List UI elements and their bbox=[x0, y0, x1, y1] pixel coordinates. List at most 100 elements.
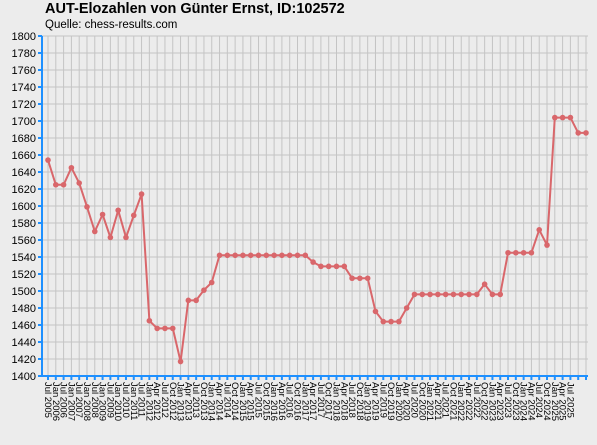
x-tick-label: Jan 2019 bbox=[362, 382, 373, 421]
data-point bbox=[380, 318, 387, 325]
data-point bbox=[427, 291, 433, 298]
data-point bbox=[91, 228, 98, 235]
data-point bbox=[185, 297, 192, 304]
data-point bbox=[263, 252, 270, 259]
data-point bbox=[146, 317, 153, 324]
data-point bbox=[84, 204, 90, 210]
data-point bbox=[99, 211, 106, 218]
x-tick-label: Jan 2021 bbox=[424, 382, 435, 421]
x-tick-label: Oct 2016 bbox=[292, 382, 303, 421]
data-point bbox=[333, 263, 340, 270]
x-tick-label: Jul 2025 bbox=[564, 382, 575, 418]
data-point bbox=[52, 181, 59, 188]
y-tick-label: 1660 bbox=[12, 150, 36, 162]
x-tick-label: Apr 2017 bbox=[307, 382, 318, 421]
x-tick-label: Jul 2008 bbox=[89, 382, 100, 418]
x-tick-label: Jan 2011 bbox=[128, 382, 139, 420]
data-point bbox=[177, 358, 184, 365]
data-point bbox=[232, 252, 238, 259]
data-point bbox=[552, 114, 558, 121]
data-point bbox=[372, 308, 379, 315]
data-point bbox=[247, 252, 254, 259]
grid-lines bbox=[42, 35, 588, 377]
x-tick-label: Jul 2021 bbox=[440, 382, 451, 418]
x-tick-label: Jul 2020 bbox=[408, 382, 419, 418]
y-tick-label: 1720 bbox=[12, 99, 36, 111]
x-tick-label: Apr 2015 bbox=[245, 382, 256, 421]
data-point bbox=[567, 114, 574, 121]
data-point bbox=[403, 305, 410, 311]
x-tick-label: Jan 2007 bbox=[65, 382, 76, 421]
y-tick-label: 1640 bbox=[12, 167, 36, 179]
x-tick-label: Oct 2015 bbox=[260, 382, 271, 421]
x-tick-label: Oct 2018 bbox=[354, 382, 365, 421]
data-point bbox=[520, 249, 527, 256]
data-point bbox=[240, 252, 246, 259]
y-axis-ticks: 1400 1420 1440 1460 1480 1500 1520 1540 1560 1580… bbox=[12, 31, 42, 383]
y-tick-label: 1400 bbox=[12, 371, 36, 383]
data-point bbox=[544, 242, 550, 248]
data-point bbox=[442, 291, 449, 298]
data-point bbox=[271, 252, 277, 259]
x-tick-label: Jul 2007 bbox=[73, 382, 84, 418]
x-tick-label: Jan 2025 bbox=[549, 382, 560, 421]
x-tick-label: Jan 2012 bbox=[143, 382, 154, 421]
y-tick-label: 1560 bbox=[12, 235, 36, 247]
data-point bbox=[130, 212, 137, 219]
x-tick-label: Jan 2006 bbox=[50, 382, 61, 421]
x-tick-label: Oct 2012 bbox=[167, 382, 178, 421]
y-tick-label: 1700 bbox=[12, 116, 36, 128]
data-point bbox=[466, 291, 472, 298]
y-tick-label: 1580 bbox=[12, 218, 36, 230]
data-point bbox=[450, 291, 457, 298]
data-point bbox=[341, 263, 348, 270]
x-tick-label: Apr 2018 bbox=[338, 382, 349, 421]
data-point bbox=[45, 157, 51, 163]
x-tick-label: Oct 2022 bbox=[479, 382, 490, 421]
x-tick-label: Oct 2017 bbox=[323, 382, 334, 421]
x-tick-label: Jan 2024 bbox=[518, 382, 529, 421]
y-tick-label: 1460 bbox=[12, 320, 36, 332]
x-tick-label: Apr 2019 bbox=[369, 382, 380, 421]
x-tick-label: Oct 2023 bbox=[510, 382, 521, 421]
data-point bbox=[154, 325, 160, 332]
data-point bbox=[536, 227, 543, 233]
data-point bbox=[279, 252, 285, 259]
x-tick-label: Apr 2020 bbox=[401, 382, 412, 421]
x-tick-label: Jul 2017 bbox=[315, 382, 326, 418]
x-tick-label: Apr 2024 bbox=[525, 382, 536, 421]
x-tick-label: Jul 2005 bbox=[42, 382, 53, 418]
data-point bbox=[216, 252, 223, 259]
data-point bbox=[76, 180, 82, 186]
y-tick-label: 1680 bbox=[12, 133, 36, 145]
x-tick-label: Jul 2024 bbox=[533, 382, 544, 418]
y-tick-label: 1760 bbox=[12, 65, 36, 77]
x-tick-label: Jul 2011 bbox=[136, 382, 147, 417]
x-tick-label: Apr 2025 bbox=[557, 382, 568, 421]
data-point bbox=[123, 234, 129, 241]
data-point bbox=[325, 263, 332, 270]
series-line bbox=[47, 116, 586, 363]
x-tick-label: Jan 2020 bbox=[393, 382, 404, 421]
x-tick-label: Jan 2022 bbox=[455, 382, 466, 421]
data-point bbox=[458, 291, 465, 298]
x-tick-label: Jul 2009 bbox=[104, 382, 115, 418]
x-tick-label: Oct 2020 bbox=[416, 382, 427, 421]
x-tick-label: Jan 2017 bbox=[299, 382, 310, 421]
x-tick-label: Jul 2023 bbox=[502, 382, 513, 418]
y-tick-label: 1500 bbox=[12, 286, 36, 298]
data-point bbox=[489, 291, 496, 298]
data-point bbox=[497, 291, 504, 298]
x-tick-label: Oct 2021 bbox=[447, 382, 458, 421]
data-point bbox=[208, 279, 215, 286]
y-tick-label: 1420 bbox=[12, 354, 36, 366]
x-tick-label: Jul 2019 bbox=[377, 382, 388, 418]
data-point bbox=[388, 318, 394, 325]
data-point bbox=[474, 291, 480, 298]
x-tick-label: Apr 2022 bbox=[463, 382, 474, 421]
y-tick-label: 1540 bbox=[12, 252, 36, 264]
x-tick-label: Jan 2015 bbox=[237, 382, 248, 421]
data-point bbox=[255, 252, 262, 259]
data-point bbox=[169, 325, 176, 332]
y-tick-label: 1520 bbox=[12, 269, 36, 281]
